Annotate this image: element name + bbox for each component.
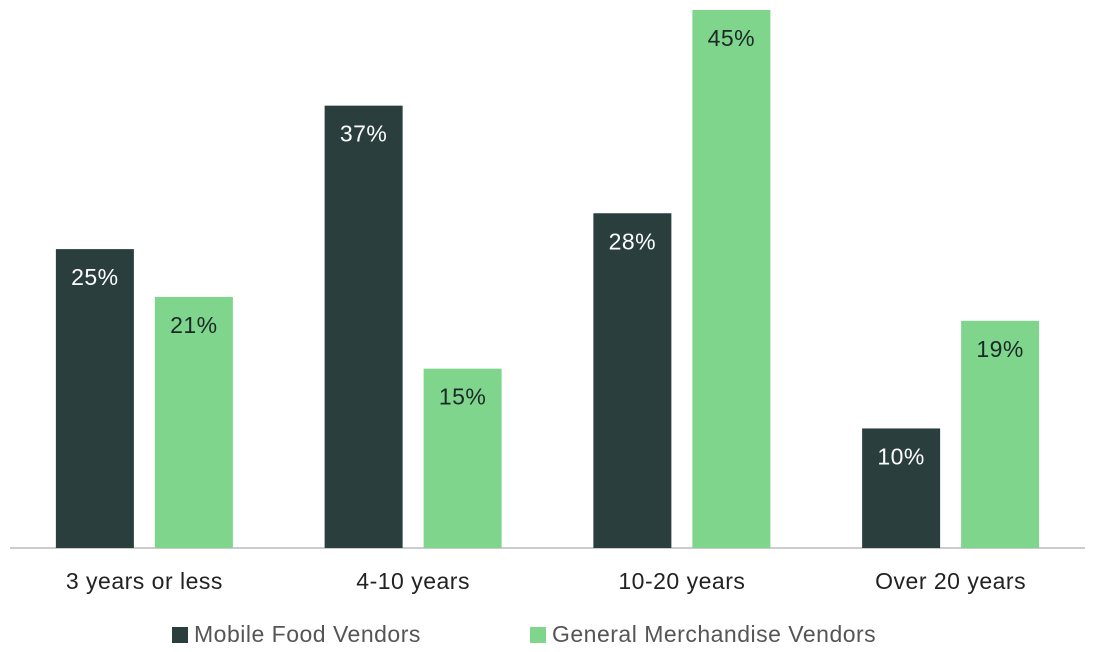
data-label: 37% [340,121,388,147]
x-tick-label: 3 years or less [66,568,223,594]
legend-swatch [530,627,546,643]
legend-label: Mobile Food Vendors [194,621,421,647]
legend-swatch [172,627,188,643]
data-label: 28% [609,228,657,254]
bar [324,105,403,549]
bar [692,10,771,548]
x-tick-label: 4-10 years [356,568,470,594]
bar [961,320,1040,548]
data-label: 21% [170,312,218,338]
data-label: 45% [708,25,756,51]
x-tick-label: Over 20 years [875,568,1026,594]
bar [154,296,233,548]
bar [423,368,502,548]
data-label: 15% [439,384,487,410]
bar [862,428,941,548]
data-label: 25% [71,264,119,290]
x-tick-label: 10-20 years [618,568,745,594]
data-label: 10% [877,444,925,470]
data-label: 19% [976,336,1024,362]
legend-label: General Merchandise Vendors [552,621,876,647]
bar [593,213,672,548]
bar [55,249,134,548]
